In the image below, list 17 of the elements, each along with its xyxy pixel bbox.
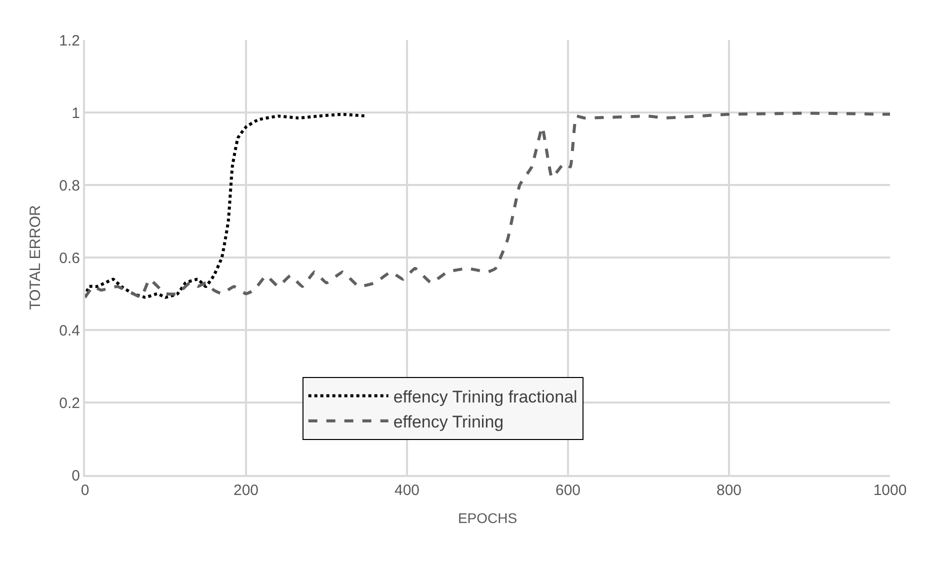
legend-label: effency Trining fractional [393,387,578,406]
y-axis-title: TOTAL ERROR [26,204,44,310]
x-tick-label: 800 [716,482,742,499]
x-tick-label: 200 [233,482,259,499]
y-tick-label: 0.6 [59,250,80,267]
y-tick-label: 0.8 [59,177,80,194]
x-tick-label: 400 [394,482,420,499]
y-tick-label: 1.2 [59,32,80,50]
y-tick-label: 0 [72,467,80,484]
y-tick-label: 0.4 [59,322,80,340]
line-series [85,112,890,299]
y-tick-label: 1 [72,104,80,122]
x-tick-label: 600 [555,482,581,499]
legend-label: effency Trining [393,412,504,432]
x-tick-label: 1000 [873,482,907,499]
x-axis-title: EPOCHS [458,510,518,526]
y-tick-label: 0.2 [59,394,80,412]
